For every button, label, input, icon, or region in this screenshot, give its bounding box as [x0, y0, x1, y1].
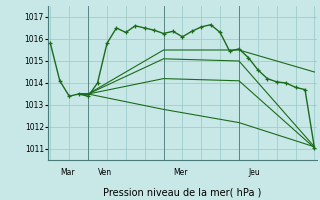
Text: Mer: Mer — [173, 168, 188, 177]
Text: Jeu: Jeu — [248, 168, 260, 177]
Text: Ven: Ven — [98, 168, 112, 177]
Text: Pression niveau de la mer( hPa ): Pression niveau de la mer( hPa ) — [103, 188, 261, 198]
Text: Mar: Mar — [60, 168, 75, 177]
